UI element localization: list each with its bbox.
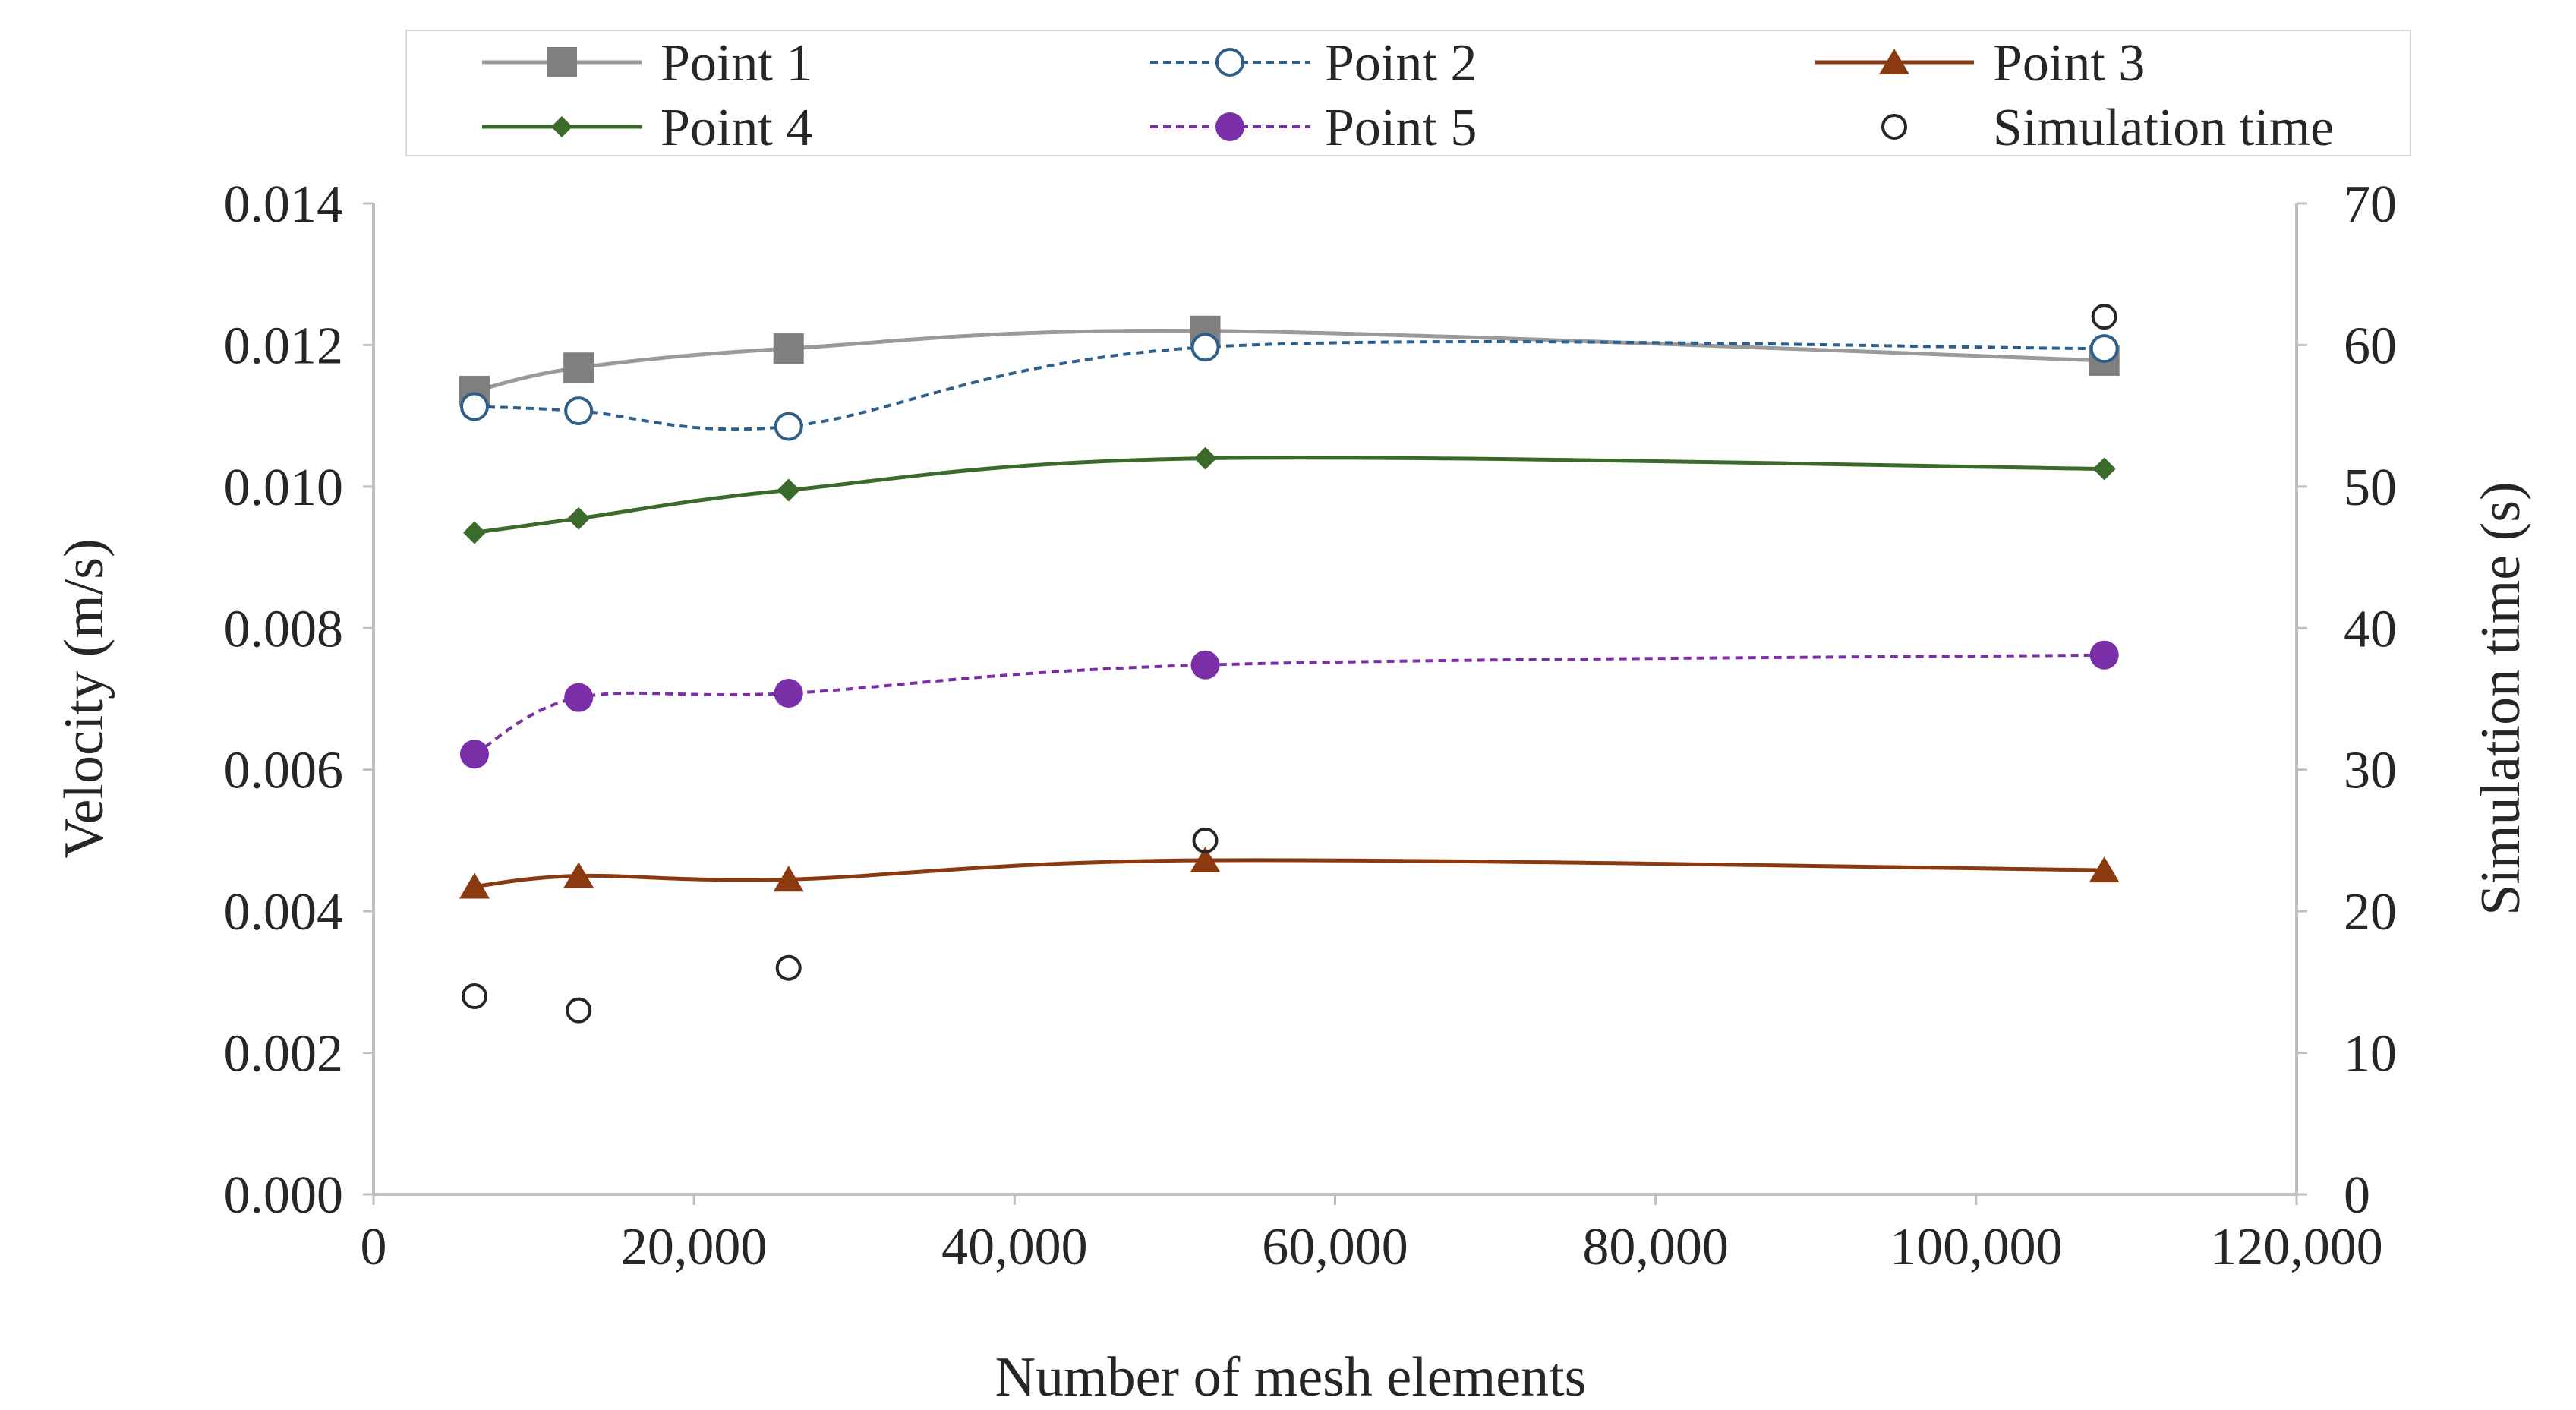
data-point-point-2 [774,412,803,441]
x-tick-label: 20,000 [621,1218,768,1276]
data-point-point-4 [2092,457,2116,481]
x-tick-label: 40,000 [941,1218,1088,1276]
series-line-point-4 [474,456,2105,535]
y-tick-label: 0.012 [224,317,344,375]
data-point-point-2 [2089,334,2119,364]
x-tick-label: 0 [361,1218,387,1276]
y2-tick-label: 30 [2344,742,2397,800]
y-tick-label: 0.008 [224,600,344,658]
series-layer [459,304,2120,1024]
data-point-point-5 [2089,640,2119,670]
data-point-point-4 [1193,446,1217,470]
data-point-point-5 [564,683,594,712]
data-point-point-4 [462,521,486,544]
series-point-1 [459,315,2120,407]
data-point-point-2 [564,396,594,426]
legend-marker-point-5 [1215,112,1244,141]
data-point-point-3 [563,862,594,888]
legend-marker-point-3 [1879,49,1909,74]
series-point-3 [459,847,2120,899]
legend-marker-point-2 [1215,48,1244,77]
y-tick-label: 0.014 [224,175,344,234]
legend-marker-point-1 [547,47,577,77]
series-point-4 [462,446,2116,544]
data-point-point-2 [459,392,489,421]
y-tick-label: 0.004 [224,883,344,942]
data-point-point-1 [773,333,804,364]
y2-tick-label: 60 [2344,317,2397,375]
data-point-simulation-time [1192,827,1219,853]
x-axis-title: Number of mesh elements [995,1346,1587,1408]
series-line-point-2 [474,340,2105,431]
legend-label-point-3: Point 3 [1993,34,2145,93]
data-point-simulation-time [2091,304,2117,330]
series-point-5 [459,640,2119,769]
series-simulation-time [461,304,2117,1024]
legend-marker-simulation-time [1881,114,1907,140]
data-point-simulation-time [461,983,487,1009]
x-tick-label: 80,000 [1582,1218,1729,1276]
series-line-point-3 [474,858,2105,889]
data-point-simulation-time [566,997,592,1024]
data-point-point-4 [567,506,591,530]
legend-label-simulation-time: Simulation time [1993,99,2334,157]
data-point-point-3 [1190,847,1221,873]
y2-tick-label: 70 [2344,175,2397,234]
x-tick-label: 60,000 [1262,1218,1408,1276]
x-tick-label: 100,000 [1890,1218,2063,1276]
x-axis-ticks: 0 20,000 40,000 60,000 80,000 100,000 120,000 [361,1194,2383,1276]
legend-label-point-4: Point 4 [661,99,812,157]
y2-tick-label: 0 [2344,1166,2370,1225]
axes [372,203,2298,1196]
legend-label-point-2: Point 2 [1325,34,1477,93]
data-point-point-5 [774,679,803,708]
data-point-point-4 [777,478,800,502]
legend-entry-point-4: Point 4 [482,99,812,157]
data-point-point-1 [563,352,594,383]
left-y-axis-ticks: 0.000 0.002 0.004 0.006 0.008 0.010 0.012 0.014 [224,175,374,1225]
y-tick-label: 0.002 [224,1025,344,1084]
data-point-point-5 [1190,650,1220,680]
data-point-point-3 [773,866,804,892]
legend-entry-point-1: Point 1 [482,34,812,93]
legend-label-point-5: Point 5 [1325,99,1477,157]
series-point-2 [459,333,2119,441]
y2-axis-title: Simulation time (s) [2470,481,2532,915]
legend-label-point-1: Point 1 [661,34,812,93]
legend-entry-point-2: Point 2 [1150,34,1477,93]
series-line-point-5 [474,653,2105,755]
series-line-point-1 [474,329,2105,393]
y-tick-label: 0.010 [224,459,344,517]
data-point-point-3 [459,872,490,899]
y-tick-label: 0.000 [224,1166,344,1225]
legend-marker-point-4 [551,116,572,137]
legend-frame [405,30,2411,156]
data-point-point-3 [2089,856,2120,883]
data-point-point-2 [1190,333,1220,362]
data-point-simulation-time [775,954,802,981]
x-tick-label: 120,000 [2210,1218,2383,1276]
legend-entry-simulation-time: Simulation time [1881,99,2334,157]
y2-tick-label: 20 [2344,883,2397,942]
y-axis-title: Velocity (m/s) [53,538,115,858]
legend-entry-point-5: Point 5 [1150,99,1477,157]
y2-tick-label: 40 [2344,600,2397,658]
y-tick-label: 0.006 [224,742,344,800]
legend: Point 1 Point 2 Point 3 Point 4 Point 5 … [405,30,2411,157]
y2-tick-label: 50 [2344,459,2397,517]
right-y-axis-ticks: 0 10 20 30 40 50 60 70 [2297,175,2397,1225]
data-point-point-5 [459,740,489,769]
legend-entry-point-3: Point 3 [1815,34,2145,93]
y2-tick-label: 10 [2344,1025,2397,1084]
